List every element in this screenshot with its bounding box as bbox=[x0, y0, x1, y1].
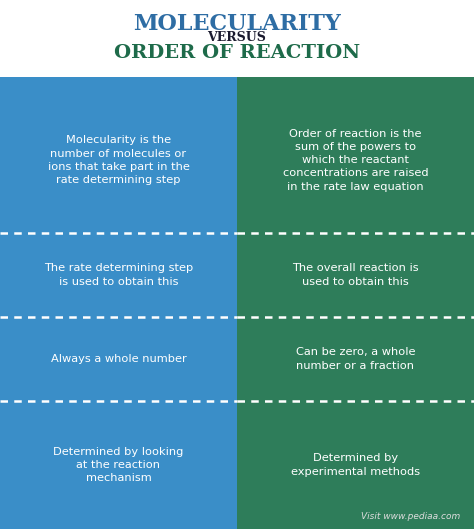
Text: Molecularity is the
number of molecules or
ions that take part in the
rate deter: Molecularity is the number of molecules … bbox=[47, 135, 190, 185]
Bar bbox=[237, 77, 474, 87]
Text: Can be zero, a whole
number or a fraction: Can be zero, a whole number or a fractio… bbox=[296, 348, 415, 370]
Bar bbox=[237, 87, 474, 233]
Text: VERSUS: VERSUS bbox=[208, 31, 266, 44]
Bar bbox=[237, 233, 474, 317]
Bar bbox=[237, 401, 474, 529]
Bar bbox=[0, 317, 237, 401]
Bar bbox=[0, 77, 237, 87]
Bar bbox=[0, 401, 237, 529]
Text: Visit www.pediaa.com: Visit www.pediaa.com bbox=[361, 512, 460, 521]
Text: Determined by looking
at the reaction
mechanism: Determined by looking at the reaction me… bbox=[53, 447, 184, 483]
Text: The overall reaction is
used to obtain this: The overall reaction is used to obtain t… bbox=[292, 263, 419, 287]
Bar bbox=[0, 233, 237, 317]
Text: The rate determining step
is used to obtain this: The rate determining step is used to obt… bbox=[44, 263, 193, 287]
Bar bbox=[0, 87, 237, 233]
Text: ORDER OF REACTION: ORDER OF REACTION bbox=[114, 44, 360, 62]
Text: Order of reaction is the
sum of the powers to
which the reactant
concentrations : Order of reaction is the sum of the powe… bbox=[283, 129, 428, 191]
Text: Always a whole number: Always a whole number bbox=[51, 354, 186, 364]
Text: Determined by
experimental methods: Determined by experimental methods bbox=[291, 453, 420, 477]
Text: MOLECULARITY: MOLECULARITY bbox=[133, 13, 341, 35]
Bar bbox=[237, 317, 474, 401]
